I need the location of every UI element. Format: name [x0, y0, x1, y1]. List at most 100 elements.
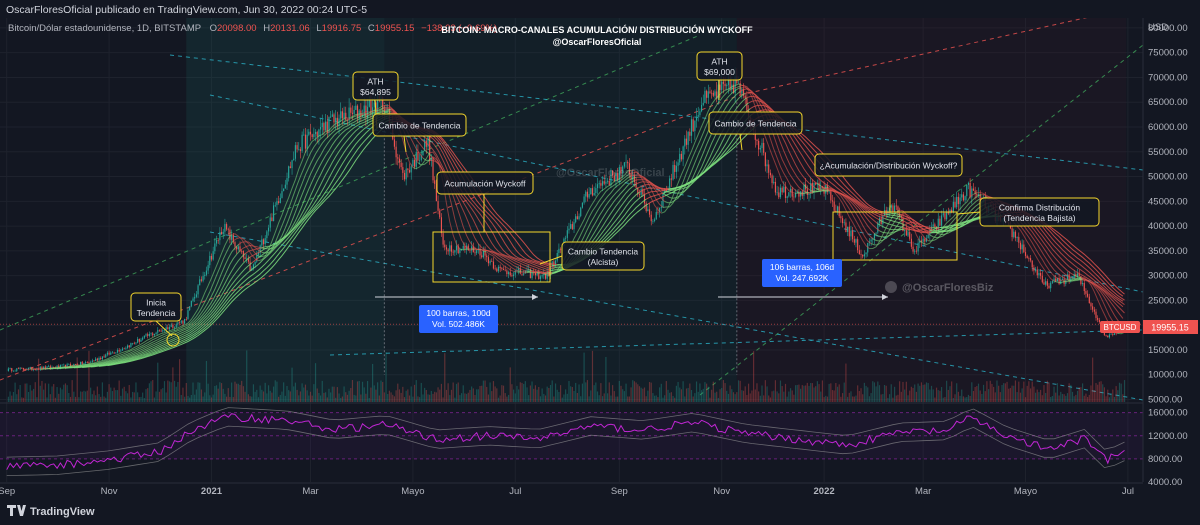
volume-bar: [266, 393, 267, 402]
candle-body: [490, 261, 491, 263]
candle-body: [310, 132, 311, 135]
volume-bar: [51, 386, 52, 402]
volume-bar: [714, 393, 715, 402]
volume-bar: [528, 395, 529, 402]
candle-body: [223, 232, 224, 234]
candle-body: [446, 247, 447, 249]
volume-bar: [943, 398, 944, 402]
candle-body: [322, 123, 323, 127]
y-tick-label: 70000.00: [1148, 72, 1188, 83]
candle-body: [308, 132, 309, 135]
volume-bar: [204, 392, 205, 402]
volume-bar: [340, 398, 341, 402]
volume-bar: [580, 396, 581, 402]
volume-bar: [396, 390, 397, 402]
callout-text-ath2: $69,000: [704, 67, 735, 77]
ohlc-legend: Bitcoin/Dólar estadounidense, 1D, BITSTA…: [8, 23, 497, 34]
candle-body: [1038, 273, 1039, 275]
candle-body: [923, 239, 924, 242]
candle-body: [1105, 335, 1106, 336]
volume-bar: [1052, 396, 1053, 402]
volume-bar: [985, 391, 986, 402]
candle-body: [941, 215, 942, 225]
volume-bar: [550, 385, 551, 402]
candle-body: [191, 301, 192, 307]
candle-body: [961, 194, 962, 197]
volume-bar: [394, 396, 395, 402]
volume-bar: [171, 382, 172, 402]
candle-body: [102, 356, 103, 359]
volume-bar: [164, 381, 165, 402]
volume-bar: [965, 397, 966, 402]
candle-body: [90, 362, 91, 363]
candle-body: [684, 139, 685, 147]
volume-bar: [1011, 386, 1012, 402]
candle-body: [1033, 267, 1034, 270]
candle-body: [422, 151, 423, 155]
volume-bar: [249, 396, 250, 402]
price-tag-value: 19955.15: [1151, 323, 1189, 333]
candle-body: [152, 333, 153, 335]
volume-bar: [112, 391, 113, 402]
volume-bar: [218, 389, 219, 402]
candle-body: [573, 222, 574, 229]
volume-bar: [1114, 397, 1115, 402]
volume-bar: [338, 393, 339, 402]
volume-bar: [887, 398, 888, 402]
candle-body: [286, 178, 287, 185]
candle-body: [560, 249, 561, 250]
volume-bar: [375, 390, 376, 402]
volume-bar: [501, 385, 502, 402]
volume-bar: [416, 380, 417, 402]
volume-bar: [973, 391, 974, 402]
callout-text-acumdist: ¿Acumulación/Distribución Wyckoff?: [820, 161, 958, 171]
volume-bar: [1124, 380, 1125, 402]
candle-body: [656, 212, 657, 219]
volume-bar: [223, 389, 224, 402]
candle-body: [1085, 291, 1086, 294]
candle-body: [1020, 243, 1021, 250]
rsi-tick-label: 12000.00: [1148, 431, 1188, 442]
candle-body: [954, 202, 955, 207]
candle-body: [671, 178, 672, 179]
candle-body: [850, 231, 851, 237]
candle-body: [761, 143, 762, 148]
volume-bar: [1069, 383, 1070, 402]
volume-bar: [464, 393, 465, 402]
volume-bar: [82, 392, 83, 402]
volume-bar: [139, 397, 140, 402]
volume-bar: [473, 388, 474, 402]
candle-body: [701, 105, 702, 111]
candle-body: [187, 310, 188, 319]
volume-bar: [9, 391, 10, 402]
volume-bar: [741, 390, 742, 402]
volume-bar: [1062, 394, 1063, 402]
candle-body: [273, 205, 274, 221]
candle-body: [1116, 333, 1117, 334]
candle-body: [907, 232, 908, 236]
candle-body: [708, 91, 709, 97]
volume-bar: [1095, 383, 1096, 402]
candle-body: [912, 247, 913, 252]
candle-body: [834, 202, 835, 211]
candle-body: [406, 169, 407, 180]
volume-bar: [706, 384, 707, 402]
candle-body: [738, 83, 739, 84]
volume-bar: [196, 389, 197, 402]
volume-bar: [50, 394, 51, 402]
volume-bar: [431, 391, 432, 402]
candle-body: [134, 343, 135, 344]
candle-body: [763, 143, 764, 153]
candle-body: [839, 206, 840, 216]
candle-body: [679, 154, 680, 163]
candle-body: [1052, 281, 1053, 283]
volume-bar: [419, 397, 420, 402]
volume-bar: [1055, 393, 1056, 402]
volume-bar: [352, 380, 353, 402]
candle-body: [8, 369, 9, 371]
volume-bar: [874, 382, 875, 402]
candle-body: [312, 134, 313, 137]
volume-bar: [1040, 390, 1041, 402]
volume-bar: [577, 393, 578, 402]
